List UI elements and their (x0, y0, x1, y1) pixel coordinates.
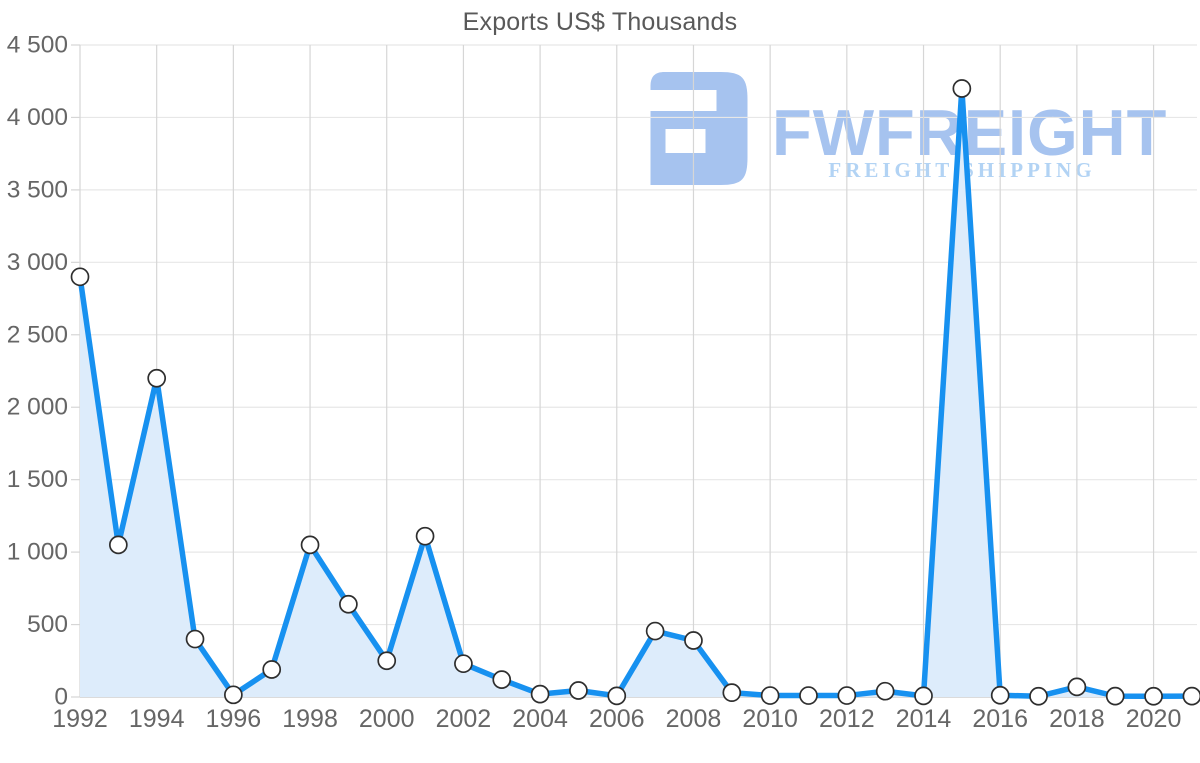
x-axis-label: 1996 (206, 705, 262, 733)
data-point-marker[interactable] (990, 685, 1010, 705)
data-point-marker[interactable] (1105, 686, 1125, 706)
x-axis-label: 2014 (896, 705, 952, 733)
y-axis-label: 0 (54, 684, 68, 711)
data-point-marker[interactable] (454, 654, 473, 674)
data-point-marker[interactable] (914, 686, 933, 706)
data-point-marker[interactable] (70, 267, 90, 287)
data-point-marker[interactable] (339, 594, 358, 614)
logo-notch (649, 90, 717, 111)
x-axis-label: 2000 (359, 705, 415, 733)
y-axis-label: 2 000 (7, 394, 68, 421)
data-point-marker[interactable] (760, 686, 780, 705)
data-point-marker[interactable] (569, 681, 588, 700)
data-point-marker[interactable] (1182, 686, 1200, 706)
data-point-marker[interactable] (837, 686, 857, 705)
data-point-marker[interactable] (952, 79, 972, 98)
x-axis-label: 2008 (666, 705, 722, 733)
data-point-marker[interactable] (1029, 686, 1048, 706)
y-axis-label: 3 500 (7, 176, 68, 203)
data-point-marker[interactable] (300, 535, 320, 555)
logo-notch (665, 129, 706, 153)
data-point-marker[interactable] (722, 683, 742, 703)
watermark: FWFREIGHT FREIGHT SHIPPING (649, 72, 1169, 192)
x-axis-label: 2010 (742, 705, 798, 733)
data-point-marker[interactable] (1067, 677, 1087, 697)
x-axis-label: 1992 (52, 705, 108, 733)
data-point-marker[interactable] (1144, 686, 1163, 706)
y-axis-label: 1 000 (7, 539, 68, 566)
chart-title: Exports US$ Thousands (462, 8, 738, 36)
data-point-marker[interactable] (875, 681, 895, 701)
data-point-marker[interactable] (108, 535, 128, 555)
data-point-marker[interactable] (262, 660, 282, 679)
data-point-marker[interactable] (645, 621, 665, 641)
series-line (77, 85, 1195, 700)
x-axis-label: 2016 (972, 705, 1028, 733)
data-point-marker[interactable] (684, 631, 703, 650)
x-axis-label: 2004 (512, 705, 568, 733)
x-axis-label: 2002 (436, 705, 492, 733)
data-point-marker[interactable] (492, 670, 512, 689)
series-area-fill (80, 88, 1192, 697)
y-axis-label: 2 500 (7, 321, 68, 348)
data-point-marker[interactable] (415, 526, 435, 546)
data-point-marker[interactable] (607, 686, 627, 706)
y-axis-label: 3 000 (7, 249, 68, 276)
fwfreight-logo-icon (649, 72, 748, 185)
watermark-brand-text: FWFREIGHT (772, 96, 1168, 169)
data-point-marker[interactable] (530, 684, 550, 704)
x-axis-label: 1994 (129, 705, 185, 733)
x-axis-label: 2018 (1049, 705, 1105, 733)
data-point-marker[interactable] (377, 651, 397, 671)
watermark-tagline-text: FREIGHT SHIPPING (828, 158, 1096, 182)
y-axis-label: 500 (27, 611, 68, 638)
data-point-marker[interactable] (185, 629, 205, 649)
logo-shape (650, 72, 748, 185)
x-axis-label: 2012 (819, 705, 875, 733)
x-axis-label: 2020 (1126, 705, 1182, 733)
data-point-marker[interactable] (799, 686, 818, 705)
y-axis-label: 4 000 (7, 104, 68, 131)
y-axis-label: 1 500 (7, 466, 68, 493)
x-axis-label: 1998 (282, 705, 338, 733)
x-axis-label: 2006 (589, 705, 645, 733)
data-point-marker[interactable] (147, 368, 167, 388)
data-point-marker[interactable] (224, 685, 243, 705)
